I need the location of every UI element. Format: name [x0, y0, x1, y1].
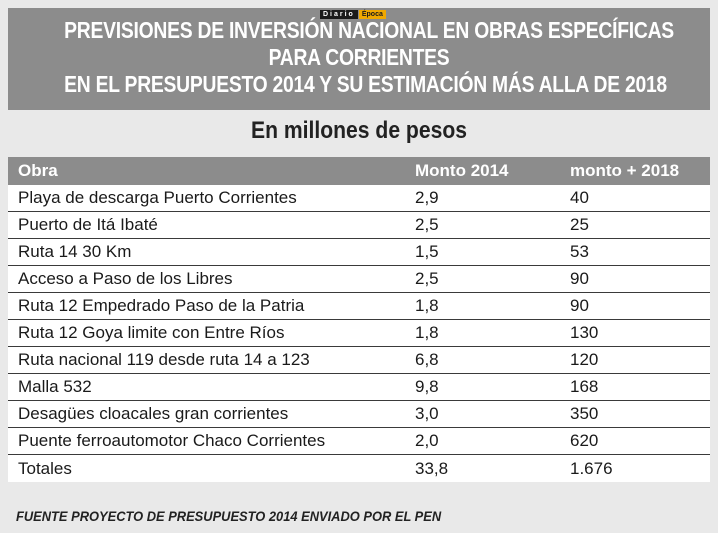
totals-row: Totales 33,8 1.676: [8, 454, 710, 482]
cell-monto-2018: 168: [560, 373, 710, 401]
column-header-obra: Obra: [8, 157, 405, 185]
cell-monto-2018: 90: [560, 265, 710, 293]
cell-monto-2014: 2,9: [405, 185, 560, 212]
cell-obra: Puerto de Itá Ibaté: [8, 211, 405, 239]
cell-monto-2018: 40: [560, 185, 710, 212]
investment-table: Obra Monto 2014 monto + 2018 Playa de de…: [8, 157, 710, 482]
table-row: Puente ferroautomotor Chaco Corrientes 2,…: [8, 427, 710, 455]
column-header-monto-2014: Monto 2014: [405, 157, 560, 185]
cell-monto-2014: 1,8: [405, 319, 560, 347]
table-row: Playa de descarga Puerto Corrientes 2,9 40: [8, 185, 710, 212]
table-row: Acceso a Paso de los Libres 2,5 90: [8, 265, 710, 293]
brand-diario: Diario: [320, 10, 358, 19]
table-row: Ruta 12 Goya limite con Entre Ríos 1,8 130: [8, 319, 710, 347]
cell-monto-2018: 90: [560, 292, 710, 320]
cell-obra: Totales: [8, 454, 405, 482]
subtitle: En millones de pesos: [251, 117, 467, 144]
cell-monto-2014: 1,8: [405, 292, 560, 320]
cell-monto-2014: 2,5: [405, 265, 560, 293]
cell-monto-2018: 53: [560, 238, 710, 266]
cell-monto-2014: 2,5: [405, 211, 560, 239]
cell-monto-2014: 2,0: [405, 427, 560, 455]
table-row: Puerto de Itá Ibaté 2,5 25: [8, 211, 710, 239]
cell-monto-2014: 6,8: [405, 346, 560, 374]
cell-obra: Malla 532: [8, 373, 405, 401]
cell-obra: Desagües cloacales gran corrientes: [8, 400, 405, 428]
cell-monto-2014: 33,8: [405, 454, 560, 482]
column-header-monto-2018: monto + 2018: [560, 157, 710, 185]
cell-monto-2018: 1.676: [560, 454, 710, 482]
cell-monto-2018: 350: [560, 400, 710, 428]
cell-obra: Puente ferroautomotor Chaco Corrientes: [8, 427, 405, 455]
table-header-row: Obra Monto 2014 monto + 2018: [8, 157, 710, 185]
brand-logo: Diario Época: [320, 10, 386, 19]
cell-obra: Acceso a Paso de los Libres: [8, 265, 405, 293]
cell-obra: Ruta 14 30 Km: [8, 238, 405, 266]
cell-monto-2018: 620: [560, 427, 710, 455]
cell-monto-2014: 3,0: [405, 400, 560, 428]
cell-monto-2014: 9,8: [405, 373, 560, 401]
cell-monto-2018: 120: [560, 346, 710, 374]
table-row: Malla 532 9,8 168: [8, 373, 710, 401]
table-row: Desagües cloacales gran corrientes 3,0 350: [8, 400, 710, 428]
cell-obra: Ruta 12 Goya limite con Entre Ríos: [8, 319, 405, 347]
source-note: FUENTE PROYECTO DE PRESUPUESTO 2014 ENVI…: [16, 508, 442, 524]
cell-obra: Ruta nacional 119 desde ruta 14 a 123: [8, 346, 405, 374]
title-banner: PREVISIONES DE INVERSIÓN NACIONAL EN OBR…: [8, 8, 710, 110]
title-line-2: PARA CORRIENTES: [268, 44, 450, 70]
cell-monto-2014: 1,5: [405, 238, 560, 266]
cell-obra: Playa de descarga Puerto Corrientes: [8, 185, 405, 212]
cell-monto-2018: 25: [560, 211, 710, 239]
table-row: Ruta 14 30 Km 1,5 53: [8, 238, 710, 266]
table-row: Ruta 12 Empedrado Paso de la Patria 1,8 90: [8, 292, 710, 320]
cell-obra: Ruta 12 Empedrado Paso de la Patria: [8, 292, 405, 320]
brand-epoca: Época: [358, 10, 386, 19]
title-line-3: EN EL PRESUPUESTO 2014 Y SU ESTIMACIÓN M…: [64, 71, 667, 97]
table-row: Ruta nacional 119 desde ruta 14 a 123 6,8…: [8, 346, 710, 374]
title-line-1: PREVISIONES DE INVERSIÓN NACIONAL EN OBR…: [64, 17, 674, 43]
cell-monto-2018: 130: [560, 319, 710, 347]
